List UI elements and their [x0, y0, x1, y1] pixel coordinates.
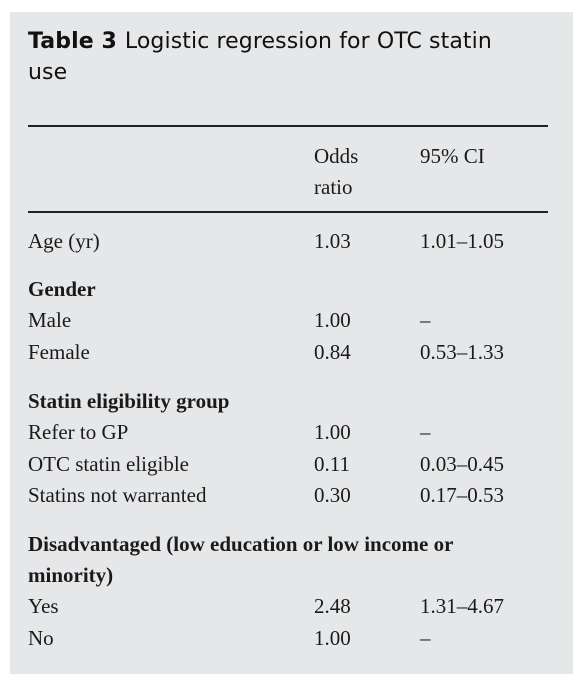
row-ci-age: 1.01–1.05: [420, 229, 504, 253]
row-label-yes: Yes: [28, 594, 59, 618]
row-or-otc-eligible: 0.11: [314, 452, 350, 476]
table-title: Table 3 Logistic regression for OTC stati…: [28, 26, 538, 88]
row-or-yes: 2.48: [314, 594, 351, 618]
row-or-refer-gp: 1.00: [314, 420, 351, 444]
row-ci-not-warranted: 0.17–0.53: [420, 483, 504, 507]
table-label: Table 3: [28, 29, 117, 54]
row-ci-yes: 1.31–4.67: [420, 594, 504, 618]
table-caption: Logistic regression for OTC statin use: [28, 29, 492, 85]
row-or-age: 1.03: [314, 229, 351, 253]
header-ci: 95% CI: [420, 144, 485, 168]
row-label-refer-gp: Refer to GP: [28, 420, 129, 444]
row-or-no: 1.00: [314, 626, 351, 650]
row-or-not-warranted: 0.30: [314, 483, 351, 507]
row-label-age: Age (yr): [28, 229, 100, 253]
header-odds-ratio: Odds ratio: [314, 144, 359, 199]
row-ci-male: –: [420, 308, 431, 332]
row-label-otc-eligible: OTC statin eligible: [28, 452, 189, 476]
row-label-no: No: [28, 626, 54, 650]
top-rule: [28, 125, 548, 127]
section-heading-gender: Gender: [28, 277, 96, 301]
row-or-female: 0.84: [314, 340, 351, 364]
row-label-female: Female: [28, 340, 90, 364]
row-or-male: 1.00: [314, 308, 351, 332]
row-ci-otc-eligible: 0.03–0.45: [420, 452, 504, 476]
row-label-not-warranted: Statins not warranted: [28, 483, 207, 507]
row-ci-refer-gp: –: [420, 420, 431, 444]
row-ci-no: –: [420, 626, 431, 650]
row-label-male: Male: [28, 308, 72, 332]
section-heading-eligibility: Statin eligibility group: [28, 389, 230, 413]
table-panel: [10, 12, 573, 674]
header-rule: [28, 211, 548, 213]
section-heading-disadvantaged: Disadvantaged (low education or low inco…: [28, 532, 454, 587]
row-ci-female: 0.53–1.33: [420, 340, 504, 364]
